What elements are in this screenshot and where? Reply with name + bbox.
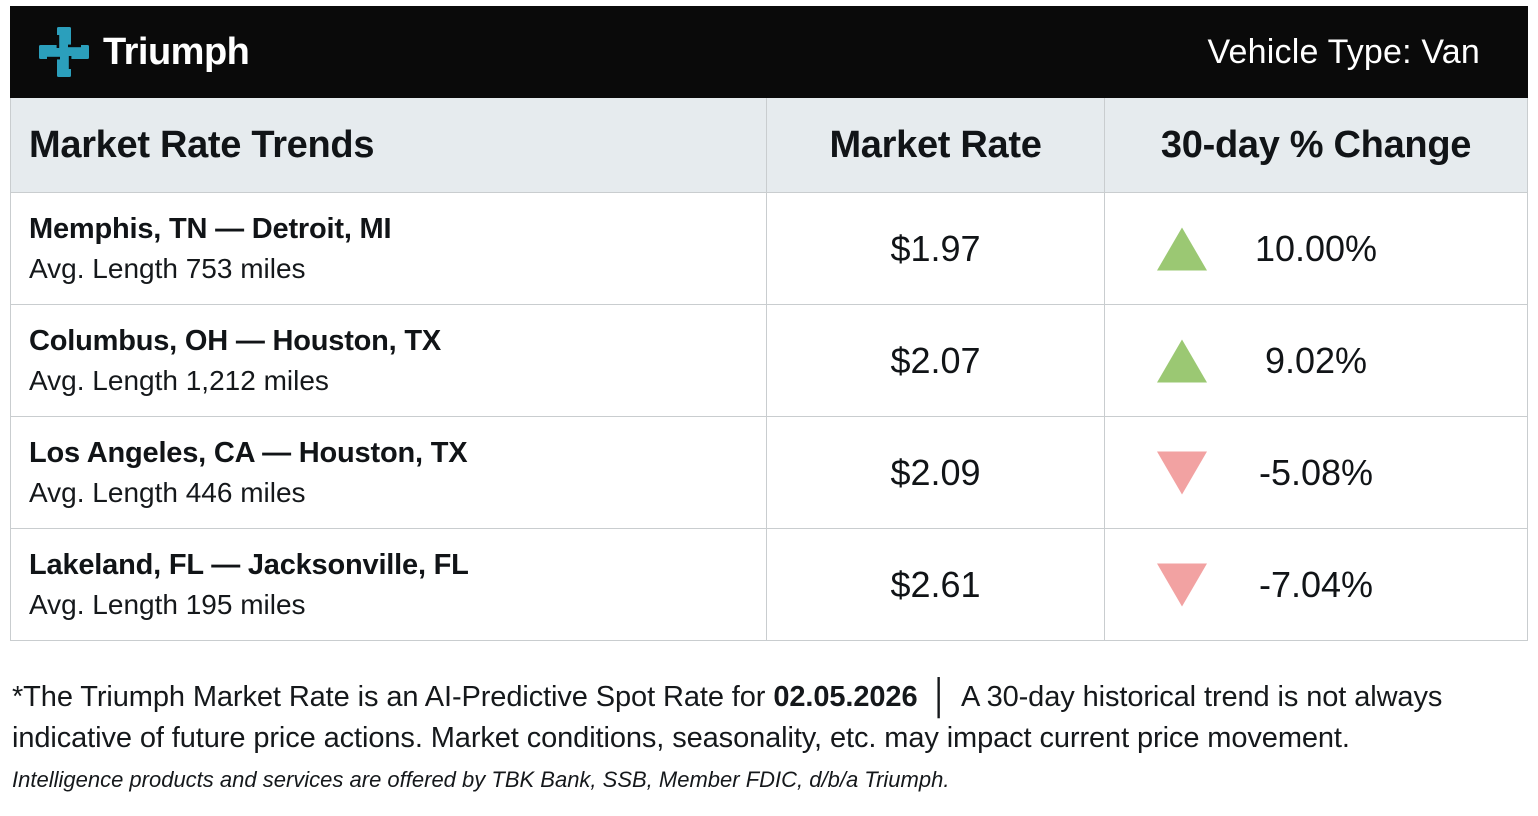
change-cell: -7.04% bbox=[1104, 529, 1527, 640]
market-rate-table: Market Rate Trends Market Rate 30-day % … bbox=[10, 98, 1528, 641]
column-header-market-rate-trends: Market Rate Trends bbox=[29, 123, 375, 166]
avg-length: Avg. Length 446 miles bbox=[29, 476, 306, 508]
disclaimer-line1-rest: A 30-day historical trend is not always bbox=[960, 681, 1443, 713]
lane-cell: Memphis, TN — Detroit, MI Avg. Length 75… bbox=[11, 193, 766, 304]
market-rate-value: $2.61 bbox=[766, 529, 1104, 640]
market-rate-value: $2.07 bbox=[766, 305, 1104, 416]
disclaimer-prefix: *The Triumph Market Rate is an AI-Predic… bbox=[12, 681, 766, 713]
lane-cell: Los Angeles, CA — Houston, TX Avg. Lengt… bbox=[11, 417, 766, 528]
brand-header: Triumph Vehicle Type: Van bbox=[10, 6, 1528, 98]
avg-length: Avg. Length 1,212 miles bbox=[29, 364, 329, 396]
page: Triumph Vehicle Type: Van Market Rate Tr… bbox=[10, 6, 1528, 793]
change-cell: 10.00% bbox=[1104, 193, 1527, 304]
avg-length: Avg. Length 195 miles bbox=[29, 588, 306, 620]
change-value: -5.08% bbox=[1258, 451, 1374, 493]
avg-length: Avg. Length 753 miles bbox=[29, 252, 306, 284]
column-header-market-rate: Market Rate bbox=[766, 98, 1104, 192]
triumph-logo-icon bbox=[39, 27, 89, 77]
change-cell: -5.08% bbox=[1104, 417, 1527, 528]
up-triangle-icon bbox=[1157, 339, 1207, 382]
change-cell: 9.02% bbox=[1104, 305, 1527, 416]
footnote: *The Triumph Market Rate is an AI-Predic… bbox=[10, 675, 1528, 793]
down-triangle-icon bbox=[1157, 563, 1207, 606]
lane-name: Lakeland, FL — Jacksonville, FL bbox=[29, 548, 469, 581]
market-rate-value: $2.09 bbox=[766, 417, 1104, 528]
table-row: Lakeland, FL — Jacksonville, FL Avg. Len… bbox=[11, 528, 1527, 640]
vehicle-type-label: Vehicle Type: Van bbox=[1207, 32, 1480, 71]
change-value: 9.02% bbox=[1264, 339, 1368, 381]
table-row: Columbus, OH — Houston, TX Avg. Length 1… bbox=[11, 304, 1527, 416]
lane-cell: Columbus, OH — Houston, TX Avg. Length 1… bbox=[11, 305, 766, 416]
disclaimer-text: *The Triumph Market Rate is an AI-Predic… bbox=[12, 675, 1528, 759]
lane-name: Los Angeles, CA — Houston, TX bbox=[29, 436, 468, 469]
column-header-30-day-change: 30-day % Change bbox=[1104, 98, 1527, 192]
table-row: Los Angeles, CA — Houston, TX Avg. Lengt… bbox=[11, 416, 1527, 528]
separator-bar: │ bbox=[929, 678, 951, 716]
down-triangle-icon bbox=[1157, 451, 1207, 494]
table-row: Memphis, TN — Detroit, MI Avg. Length 75… bbox=[11, 192, 1527, 304]
table-header-row: Market Rate Trends Market Rate 30-day % … bbox=[11, 98, 1527, 192]
market-rate-value: $1.97 bbox=[766, 193, 1104, 304]
up-triangle-icon bbox=[1157, 227, 1207, 270]
legal-text: Intelligence products and services are o… bbox=[12, 767, 950, 792]
brand: Triumph bbox=[38, 26, 250, 78]
disclaimer-line2: indicative of future price actions. Mark… bbox=[12, 722, 1350, 754]
rate-date: 02.05.2026 bbox=[773, 681, 918, 713]
change-value: 10.00% bbox=[1254, 227, 1378, 269]
change-value: -7.04% bbox=[1258, 563, 1374, 605]
lane-name: Columbus, OH — Houston, TX bbox=[29, 324, 442, 357]
lane-name: Memphis, TN — Detroit, MI bbox=[29, 212, 392, 245]
brand-name: Triumph bbox=[103, 30, 250, 73]
lane-cell: Lakeland, FL — Jacksonville, FL Avg. Len… bbox=[11, 529, 766, 640]
